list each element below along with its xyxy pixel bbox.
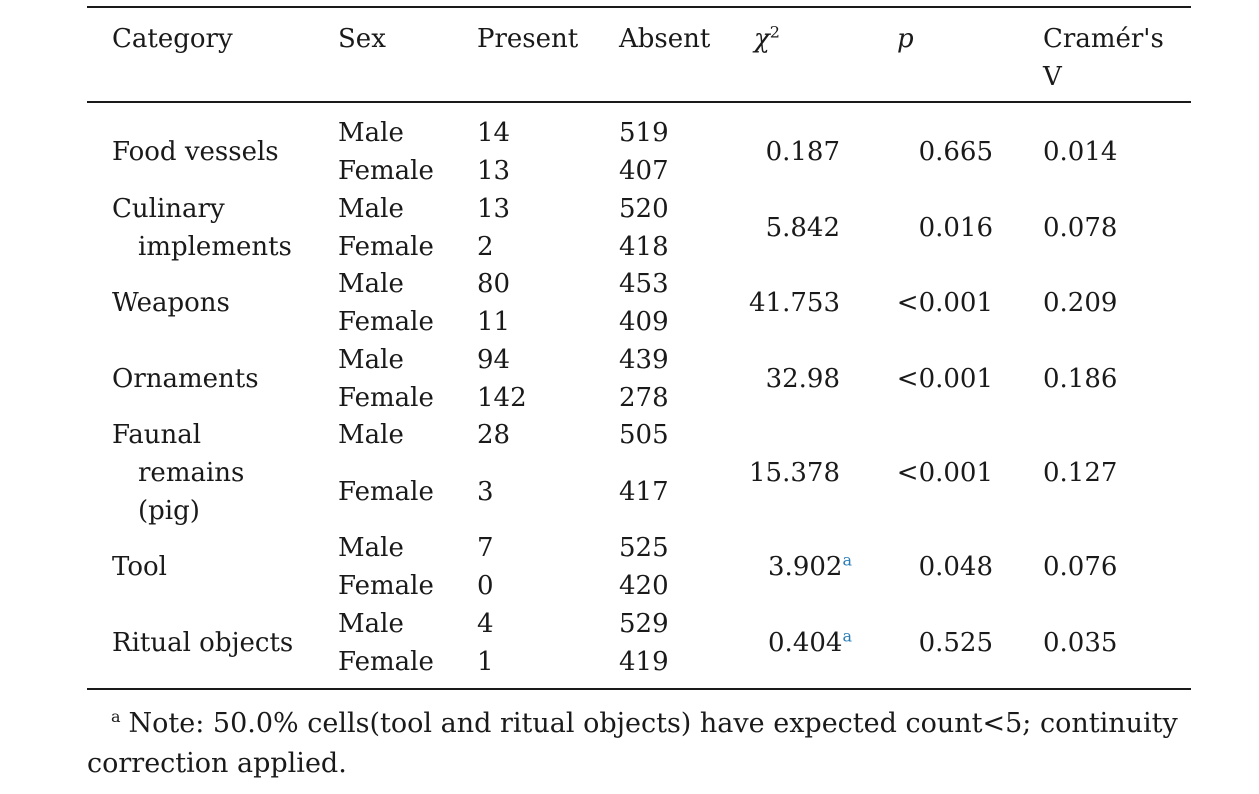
absent-count-female: 417 (619, 477, 669, 507)
present-count-female: 1 (477, 647, 494, 677)
chi-square-value: 0.404a (768, 628, 852, 658)
absent-count-female: 409 (619, 307, 669, 337)
absent-count-male: 505 (619, 420, 669, 450)
category-label: Faunal (112, 420, 202, 450)
category-label: implements (138, 232, 292, 262)
cramers-v-value: 0.076 (1043, 552, 1118, 582)
sex-label-female: Female (338, 156, 434, 186)
chi-square-number: 41.753 (749, 288, 840, 318)
category-label: Tool (112, 552, 167, 582)
cramers-v-value: 0.014 (1043, 137, 1118, 167)
absent-count-male: 453 (619, 269, 669, 299)
present-count-female: 2 (477, 232, 494, 262)
footnote-marker: a (111, 707, 121, 726)
chi-symbol: χ (754, 24, 770, 54)
present-count-female: 142 (477, 383, 527, 413)
p-value: <0.001 (896, 458, 993, 488)
header-category: Category (112, 24, 233, 54)
cramers-v-value: 0.209 (1043, 288, 1118, 318)
absent-count-female: 420 (619, 571, 669, 601)
sex-label-male: Male (338, 118, 404, 148)
present-count-female: 0 (477, 571, 494, 601)
category-label: Culinary (112, 194, 225, 224)
header-sex: Sex (338, 24, 386, 54)
sex-label-male: Male (338, 269, 404, 299)
chi-square-value: 0.187 (766, 137, 840, 167)
category-label: Ritual objects (112, 628, 294, 658)
p-value: 0.016 (918, 213, 993, 243)
chi-exponent: 2 (769, 22, 780, 42)
chi-square-value: 32.98 (766, 364, 840, 394)
chi-square-value: 41.753 (749, 288, 840, 318)
chi-square-number: 3.902 (768, 552, 843, 582)
sex-label-male: Male (338, 345, 404, 375)
p-value: 0.665 (918, 137, 993, 167)
p-value: <0.001 (896, 364, 993, 394)
p-value: 0.048 (918, 552, 993, 582)
present-count-male: 14 (477, 118, 511, 148)
category-label: Food vessels (112, 137, 279, 167)
sex-label-female: Female (338, 307, 434, 337)
cramers-v-value: 0.035 (1043, 628, 1118, 658)
chi-square-number: 15.378 (749, 458, 840, 488)
header-cramer-line1: Cramér's (1043, 24, 1164, 54)
chi-square-value: 15.378 (749, 458, 840, 488)
present-count-female: 11 (477, 307, 511, 337)
chi-square-value: 5.842 (766, 213, 840, 243)
header-chi-square: χ2 (754, 24, 780, 54)
sex-label-male: Male (338, 420, 404, 450)
footnote-text: Note: 50.0% cells(tool and ritual object… (87, 708, 1178, 779)
footnote-link[interactable]: a (842, 626, 852, 646)
p-value: <0.001 (896, 288, 993, 318)
header-p: p (897, 24, 914, 54)
absent-count-female: 419 (619, 647, 669, 677)
present-count-male: 80 (477, 269, 511, 299)
top-rule (87, 6, 1191, 8)
absent-count-female: 418 (619, 232, 669, 262)
present-count-female: 3 (477, 477, 494, 507)
chi-square-number: 0.187 (765, 137, 840, 167)
p-value: 0.525 (918, 628, 993, 658)
present-count-male: 28 (477, 420, 511, 450)
header-cramer-line2: V (1043, 62, 1062, 92)
present-count-male: 4 (477, 609, 494, 639)
sex-label-female: Female (338, 383, 434, 413)
sex-label-male: Male (338, 194, 404, 224)
sex-label-male: Male (338, 609, 404, 639)
bottom-rule (87, 688, 1191, 690)
category-label: (pig) (138, 496, 200, 526)
header-present: Present (477, 24, 579, 54)
present-count-female: 13 (477, 156, 511, 186)
absent-count-male: 439 (619, 345, 669, 375)
header-rule (87, 101, 1191, 103)
absent-count-male: 525 (619, 533, 669, 563)
present-count-male: 13 (477, 194, 511, 224)
sex-label-female: Female (338, 232, 434, 262)
present-count-male: 94 (477, 345, 511, 375)
cramers-v-value: 0.186 (1043, 364, 1118, 394)
chi-square-value: 3.902a (768, 552, 852, 582)
chi-square-number: 5.842 (765, 213, 840, 243)
absent-count-female: 278 (619, 383, 669, 413)
category-label: remains (138, 458, 245, 488)
header-absent: Absent (619, 24, 711, 54)
table-footnote: a Note: 50.0% cells(tool and ritual objec… (87, 704, 1207, 784)
absent-count-female: 407 (619, 156, 669, 186)
cramers-v-value: 0.078 (1043, 213, 1118, 243)
chi-square-number: 32.98 (765, 364, 840, 394)
sex-label-female: Female (338, 647, 434, 677)
absent-count-male: 519 (619, 118, 669, 148)
sex-label-female: Female (338, 477, 434, 507)
absent-count-male: 520 (619, 194, 669, 224)
footnote-link[interactable]: a (842, 550, 852, 570)
absent-count-male: 529 (619, 609, 669, 639)
sex-label-female: Female (338, 571, 434, 601)
category-label: Ornaments (112, 364, 259, 394)
present-count-male: 7 (477, 533, 494, 563)
sex-label-male: Male (338, 533, 404, 563)
category-label: Weapons (112, 288, 230, 318)
cramers-v-value: 0.127 (1043, 458, 1118, 488)
chi-square-number: 0.404 (768, 628, 843, 658)
